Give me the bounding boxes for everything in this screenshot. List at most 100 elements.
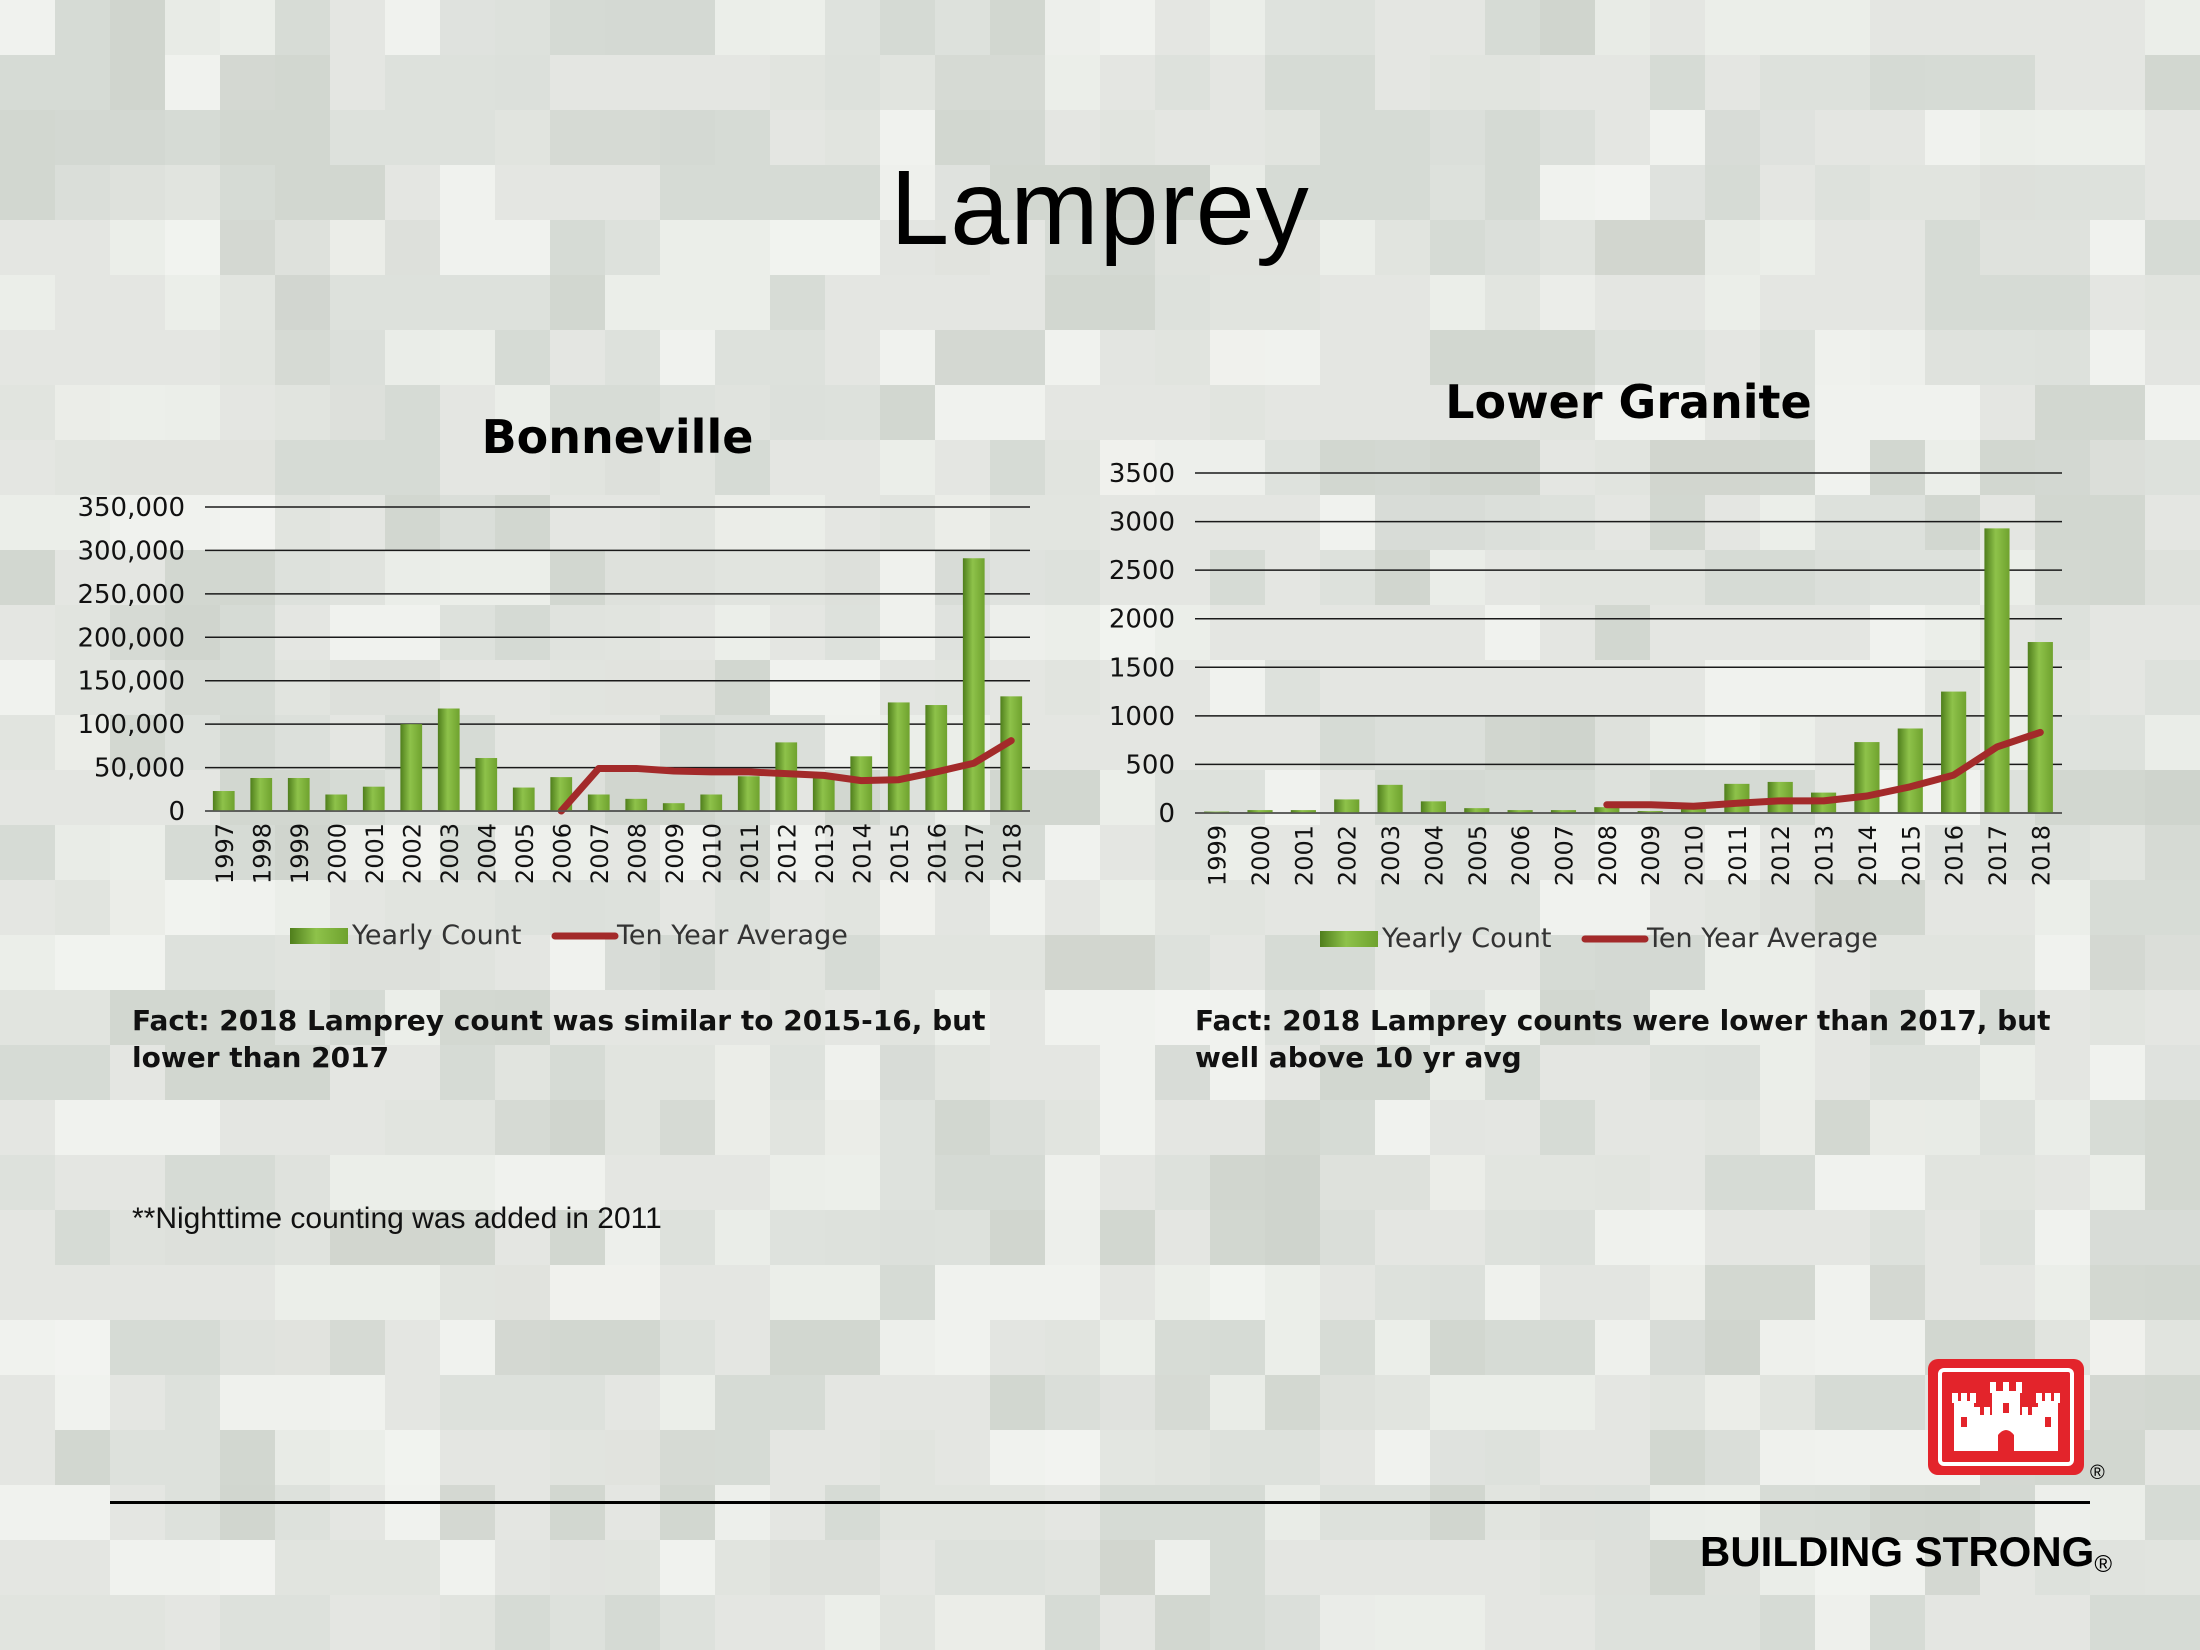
bonneville-x-tick-label: 1998 (248, 823, 276, 884)
castle-logo-icon (1928, 1359, 2084, 1475)
bonneville-bar-1997 (212, 791, 235, 811)
footer-slogan-text: BUILDING STRONG (1700, 1528, 2095, 1575)
bonneville-bar-2003 (437, 708, 460, 811)
bonneville-bar-2008 (625, 798, 648, 811)
bonneville-legend-line-label: Ten Year Average (616, 920, 848, 951)
lower-granite-x-tick-label: 2006 (1507, 825, 1535, 886)
logo-registered-mark: ® (2090, 1462, 2105, 1484)
bonneville-bar-2011 (737, 776, 760, 811)
lower-granite-x-tick-label: 2000 (1247, 825, 1275, 886)
bonneville-bar-2009 (662, 803, 685, 811)
bonneville-x-tick-label: 2001 (361, 823, 389, 884)
footer-registered-mark: ® (2094, 1551, 2113, 1578)
bonneville-x-tick-label: 2014 (848, 823, 876, 884)
lower-granite-bar-2005 (1464, 808, 1490, 813)
lower-granite-bar-2018 (2027, 642, 2053, 813)
lower-granite-x-tick-label: 2010 (1681, 825, 1709, 886)
lower-granite-x-tick-label: 2018 (2027, 825, 2055, 886)
lower-granite-bar-2008 (1594, 807, 1620, 813)
bonneville-x-tick-label: 2017 (961, 823, 989, 884)
bonneville-y-tick-label: 250,000 (77, 580, 185, 610)
lower-granite-legend-line-label: Ten Year Average (1646, 923, 1878, 954)
lower-granite-x-tick-label: 2001 (1290, 825, 1318, 886)
bonneville-x-tick-label: 2009 (661, 823, 689, 884)
bonneville-bar-2017 (962, 558, 985, 811)
bonneville-bar-2007 (587, 794, 610, 811)
bonneville-x-tick-label: 2016 (923, 823, 951, 884)
lower-granite-y-tick-label: 3500 (1109, 459, 1175, 489)
bonneville-bar-2018 (1000, 696, 1023, 811)
lower-granite-bar-2006 (1507, 810, 1533, 813)
bonneville-y-tick-label: 150,000 (77, 667, 185, 697)
bonneville-y-tick-label: 200,000 (77, 623, 185, 653)
bonneville-legend-bar-swatch (290, 928, 348, 944)
bonneville-bar-1998 (250, 777, 273, 811)
bonneville-bar-2002 (400, 724, 423, 811)
bonneville-x-tick-label: 1997 (211, 823, 239, 884)
lower-granite-x-tick-label: 2007 (1550, 825, 1578, 886)
lower-granite-bar-2004 (1420, 801, 1446, 813)
footnote: **Nighttime counting was added in 2011 (132, 1202, 662, 1235)
bonneville-x-tick-label: 2002 (398, 823, 426, 884)
bonneville-x-tick-label: 2003 (436, 823, 464, 884)
lower-granite-x-tick-label: 2012 (1767, 825, 1795, 886)
lower-granite-fact: Fact: 2018 Lamprey counts were lower tha… (1195, 1004, 2051, 1074)
bonneville-x-tick-label: 1999 (286, 823, 314, 884)
bonneville-x-tick-label: 2013 (811, 823, 839, 884)
lower-granite-bar-2015 (1897, 728, 1923, 813)
lower-granite-chart-title: Lower Granite (1445, 375, 1812, 429)
bonneville-bar-2005 (512, 787, 535, 811)
lower-granite-y-tick-label: 2000 (1109, 605, 1175, 635)
footer-divider (110, 1501, 2090, 1504)
bonneville-x-tick-label: 2018 (998, 823, 1026, 884)
bonneville-chart-title: Bonneville (482, 410, 754, 464)
bonneville-y-tick-label: 100,000 (77, 710, 185, 740)
bonneville-bar-2015 (887, 702, 910, 811)
footer-slogan: BUILDING STRONG® (1700, 1528, 2112, 1579)
bonneville-bar-2010 (700, 794, 723, 811)
lower-granite-chart: Lower Granite 0 500 1000 1500 2000 2500 3000 350… (1109, 375, 2062, 954)
lower-granite-x-tick-label: 2011 (1724, 825, 1752, 886)
lower-granite-x-tick-label: 2017 (1984, 825, 2012, 886)
lower-granite-x-tick-label: 2015 (1897, 825, 1925, 886)
slide-title: Lamprey (890, 149, 1310, 267)
bonneville-y-tick-label: 50,000 (94, 754, 185, 784)
bonneville-bar-2013 (812, 773, 835, 811)
lower-granite-y-tick-label: 0 (1158, 799, 1175, 829)
bonneville-x-tick-label: 2011 (736, 823, 764, 884)
lower-granite-x-tick-label: 2002 (1334, 825, 1362, 886)
bonneville-chart: Bonneville 0 50,000 100,000 150,000 200,000 25… (77, 410, 1030, 951)
lower-granite-ten-year-average-line (1603, 728, 2044, 810)
bonneville-bar-2004 (475, 758, 498, 811)
bonneville-x-tick-label: 2012 (773, 823, 801, 884)
lower-granite-bar-2014 (1854, 742, 1880, 813)
lower-granite-legend-bar-label: Yearly Count (1381, 923, 1551, 954)
bonneville-y-tick-label: 0 (168, 797, 185, 827)
bonneville-bar-2001 (362, 786, 385, 811)
bonneville-x-tick-label: 2000 (323, 823, 351, 884)
lower-granite-bar-2016 (1941, 691, 1967, 813)
bonneville-x-tick-label: 2004 (473, 823, 501, 884)
bonneville-x-tick-label: 2006 (548, 823, 576, 884)
lower-granite-x-tick-label: 2004 (1420, 825, 1448, 886)
bonneville-bar-2016 (925, 705, 948, 811)
bonneville-x-tick-label: 2005 (511, 823, 539, 884)
lower-granite-bar-2003 (1377, 784, 1403, 813)
lower-granite-legend-bar-swatch (1320, 931, 1378, 947)
bonneville-x-tick-label: 2008 (623, 823, 651, 884)
lower-granite-x-tick-label: 2005 (1464, 825, 1492, 886)
lower-granite-x-tick-label: 1999 (1204, 825, 1232, 886)
bonneville-bar-2000 (325, 794, 348, 811)
bonneville-x-tick-label: 2007 (586, 823, 614, 884)
lower-granite-y-tick-label: 3000 (1109, 508, 1175, 538)
lower-granite-x-tick-label: 2003 (1377, 825, 1405, 886)
lower-granite-x-tick-label: 2016 (1941, 825, 1969, 886)
lower-granite-bar-2001 (1290, 810, 1316, 813)
lower-granite-bar-2011 (1724, 783, 1750, 813)
lower-granite-x-tick-label: 2014 (1854, 825, 1882, 886)
lower-granite-y-tick-label: 500 (1125, 750, 1175, 780)
lower-granite-y-tick-label: 1500 (1109, 653, 1175, 683)
bonneville-ten-year-average-line (557, 737, 1015, 815)
lower-granite-x-tick-label: 2013 (1811, 825, 1839, 886)
